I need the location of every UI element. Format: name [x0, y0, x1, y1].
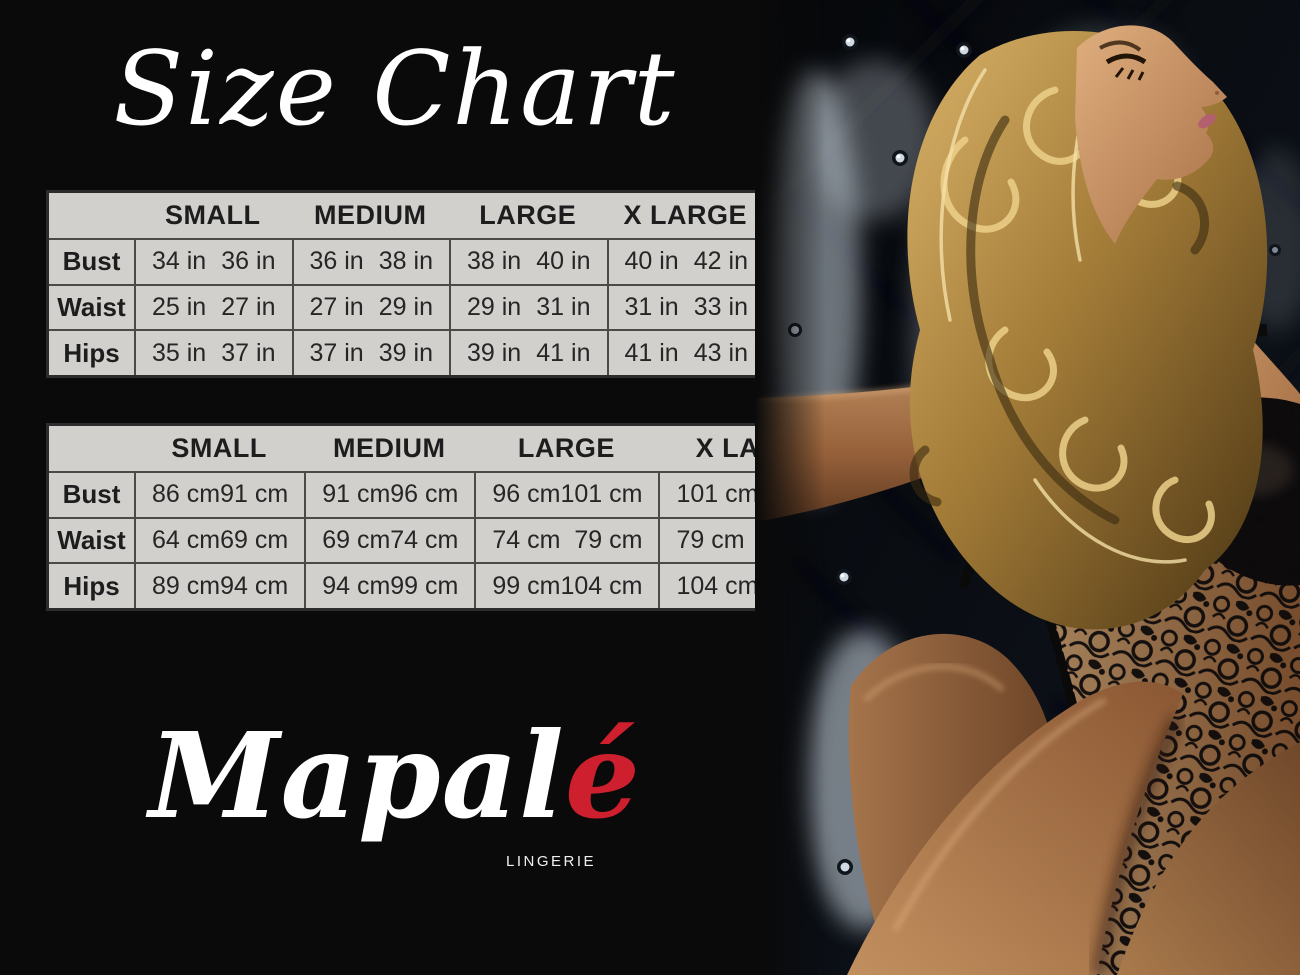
size-column-header-small: SMALL	[165, 200, 261, 230]
measurement-cell: 69 cm 74 cm	[304, 516, 475, 563]
measurement-cell: 89 cm 94 cm	[134, 562, 305, 608]
measurement-cell: 39 in 41 in	[449, 329, 607, 375]
measurement-value: 33 in	[693, 292, 748, 321]
measurement-value: 41 in	[536, 338, 591, 367]
measurement-cell: 27 in 29 in	[291, 283, 449, 330]
measurement-value: 79 cm	[574, 525, 643, 554]
measurement-value: 41 in	[624, 338, 679, 367]
measurement-value: 86 cm	[152, 480, 221, 509]
measurement-value: 40 in	[624, 247, 679, 276]
size-column-header-medium: MEDIUM	[333, 433, 446, 463]
measurement-cell: 38 in 40 in	[449, 238, 607, 284]
measurement-value: 74 cm	[492, 525, 561, 554]
size-table-cm: SMALL MEDIUM LARGE X LARGE Bust 86 cm 91…	[46, 423, 857, 611]
measurement-value: 69 cm	[322, 525, 391, 554]
measurement-value: 43 in	[693, 338, 748, 367]
measurement-value: 94 cm	[322, 571, 391, 600]
measurement-cell: 64 cm 69 cm	[134, 516, 305, 563]
measurement-value: 34 in	[152, 247, 207, 276]
size-column-header-medium: MEDIUM	[314, 200, 427, 230]
measurement-value: 39 in	[467, 338, 522, 367]
measurement-value: 64 cm	[152, 525, 221, 554]
measurement-cell: 41 in 43 in	[606, 329, 764, 375]
measurement-value: 104 cm	[676, 571, 759, 600]
measurement-value: 31 in	[536, 292, 591, 321]
measurement-cell: 74 cm 79 cm	[474, 516, 659, 563]
model-back-leg	[1117, 742, 1300, 975]
measurement-value: 42 in	[693, 247, 748, 276]
measurement-cell: 25 in 27 in	[134, 283, 292, 330]
measurement-value: 74 cm	[390, 525, 459, 554]
measurement-value: 38 in	[378, 247, 433, 276]
size-column-header-large: LARGE	[517, 433, 615, 463]
table-corner-spacer	[49, 426, 134, 471]
measurement-row-label: Bust	[49, 238, 134, 284]
size-column-header-xlarge: X LARGE	[623, 200, 747, 230]
measurement-value: 99 cm	[492, 571, 561, 600]
hair-curls	[909, 58, 1215, 564]
measurement-value: 99 cm	[390, 571, 459, 600]
measurement-cell: 91 cm 96 cm	[304, 471, 475, 517]
measurement-row-label: Waist	[49, 516, 134, 563]
brand-tagline: LINGERIE	[506, 853, 597, 870]
measurement-value: 94 cm	[220, 571, 289, 600]
brand-logo: Mapalé	[0, 708, 790, 844]
measurement-cell: 34 in 36 in	[134, 238, 292, 284]
logo-text-accent: é	[564, 706, 641, 845]
measurement-value: 37 in	[309, 338, 364, 367]
measurement-value: 96 cm	[492, 480, 561, 509]
measurement-value: 35 in	[152, 338, 207, 367]
measurement-cell: 37 in 39 in	[291, 329, 449, 375]
measurement-value: 37 in	[221, 338, 276, 367]
measurement-value: 101 cm	[676, 480, 759, 509]
measurement-value: 96 cm	[390, 480, 459, 509]
measurement-value: 79 cm	[676, 525, 745, 554]
model-face	[1075, 25, 1227, 245]
measurement-cell: 99 cm 104 cm	[474, 562, 659, 608]
measurement-row-label: Hips	[49, 329, 134, 375]
photo-panel	[710, 0, 1300, 975]
left-panel: Size Chart SMALL MEDIUM LARGE X LARGE Bu…	[0, 30, 857, 870]
measurement-cell: 86 cm 91 cm	[134, 471, 305, 517]
measurement-value: 31 in	[624, 292, 679, 321]
measurement-value: 27 in	[309, 292, 364, 321]
measurement-cell: 29 in 31 in	[449, 283, 607, 330]
measurement-value: 36 in	[221, 247, 276, 276]
measurement-value: 89 cm	[152, 571, 221, 600]
measurement-cell: 94 cm 99 cm	[304, 562, 475, 608]
measurement-value: 91 cm	[322, 480, 391, 509]
measurement-value: 29 in	[467, 292, 522, 321]
measurement-value: 27 in	[221, 292, 276, 321]
measurement-value: 40 in	[536, 247, 591, 276]
measurement-value: 69 cm	[220, 525, 289, 554]
measurement-cell: 31 in 33 in	[606, 283, 764, 330]
table-corner-spacer	[49, 193, 134, 238]
photo-left-fade	[755, 0, 825, 975]
model-photo-illustration	[710, 0, 1300, 975]
measurement-cell: 36 in 38 in	[291, 238, 449, 284]
measurement-value: 91 cm	[220, 480, 289, 509]
measurement-value: 39 in	[378, 338, 433, 367]
measurement-row-label: Bust	[49, 471, 134, 517]
measurement-cell: 35 in 37 in	[134, 329, 292, 375]
model-figure	[754, 25, 1300, 975]
face-details	[1099, 40, 1219, 129]
logo-text-main: Mapal	[149, 706, 565, 845]
measurement-row-label: Hips	[49, 562, 134, 608]
measurement-value: 38 in	[467, 247, 522, 276]
model-front-leg	[847, 681, 1183, 975]
size-column-header-small: SMALL	[171, 433, 267, 463]
measurement-cell: 40 in 42 in	[606, 238, 764, 284]
measurement-row-label: Waist	[49, 283, 134, 330]
measurement-value: 101 cm	[560, 480, 643, 509]
measurement-value: 25 in	[152, 292, 207, 321]
measurement-cell: 96 cm 101 cm	[474, 471, 659, 517]
size-table-inches: SMALL MEDIUM LARGE X LARGE Bust 34 in 36…	[46, 190, 767, 378]
measurement-value: 36 in	[309, 247, 364, 276]
measurement-value: 104 cm	[560, 571, 643, 600]
measurement-value: 29 in	[378, 292, 433, 321]
page-title: Size Chart	[113, 30, 677, 149]
size-column-header-large: LARGE	[479, 200, 577, 230]
